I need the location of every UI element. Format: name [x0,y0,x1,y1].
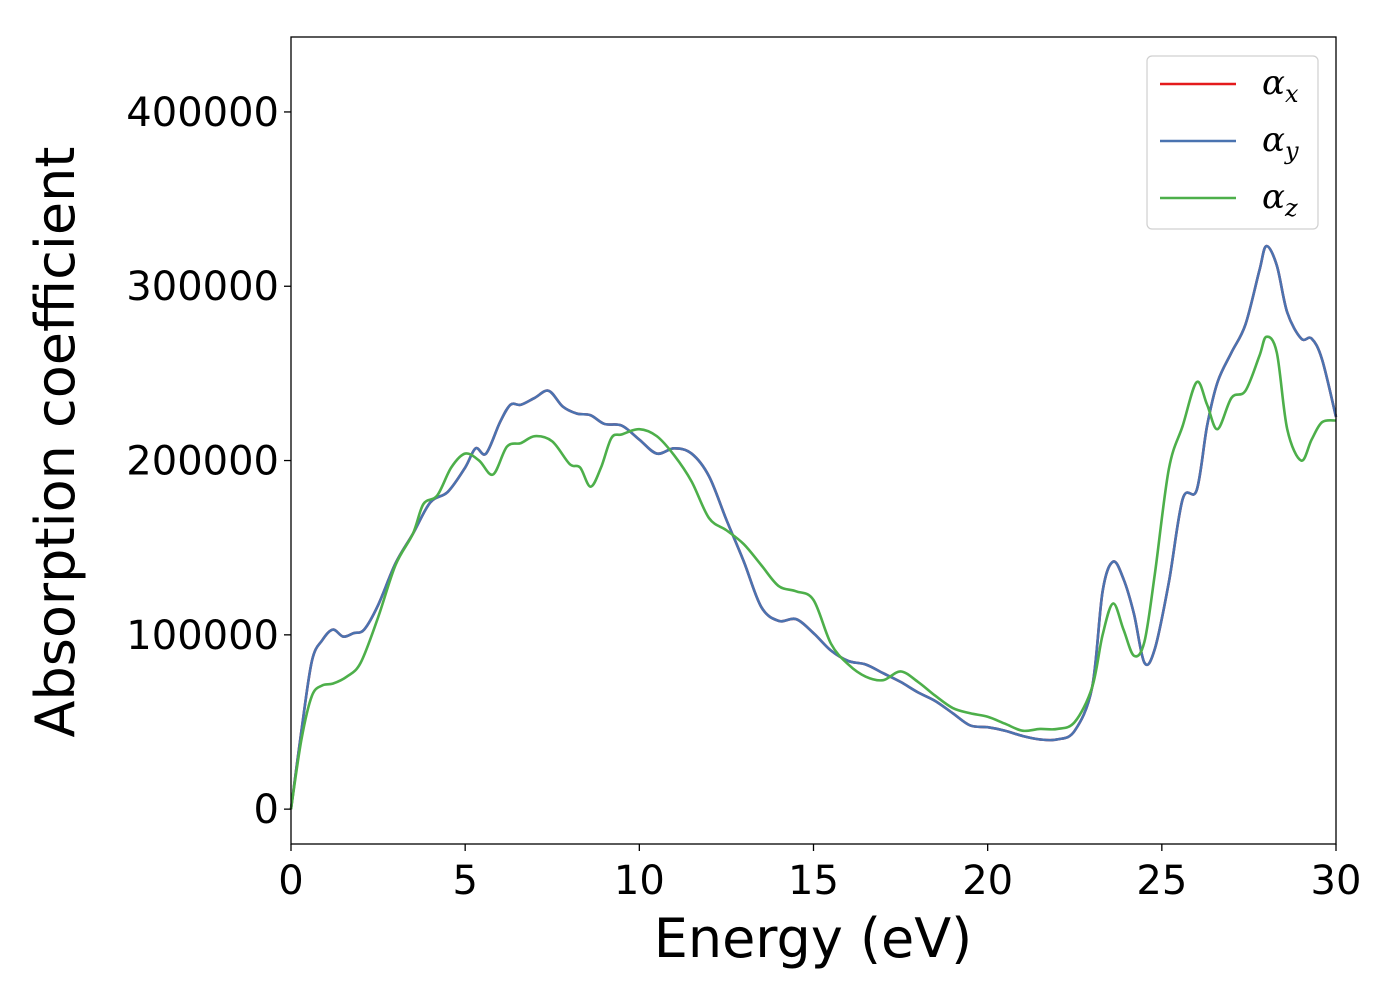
legend-box [1146,55,1319,230]
plot-frame [290,36,1337,845]
series-layer [289,244,1338,810]
y-tick-label: 0 [254,787,279,833]
x-tick-label: 10 [614,858,665,904]
y-tick-label: 100000 [126,613,279,659]
series-line-y [289,244,1338,810]
ticks-layer: 0 5 10 15 20 25 30 0 100000 200000 300000 400000 [126,90,1361,904]
y-tick-label: 400000 [126,90,279,136]
legend-label-y: αy [1262,120,1299,165]
x-axis-title: Energy (eV) [654,907,973,970]
x-tick-label: 5 [452,858,477,904]
legend-label-x: αx [1262,63,1299,108]
x-tick-label: 25 [1136,858,1187,904]
x-tick-label: 20 [962,858,1013,904]
y-tick-label: 200000 [126,439,279,485]
series-line-z [289,335,1337,810]
x-tick-label: 30 [1311,858,1362,904]
x-tick-label: 15 [788,858,839,904]
y-axis-title: Absorption coefficient [24,147,87,738]
x-tick-label: 0 [278,858,303,904]
y-tick-label: 300000 [126,264,279,310]
